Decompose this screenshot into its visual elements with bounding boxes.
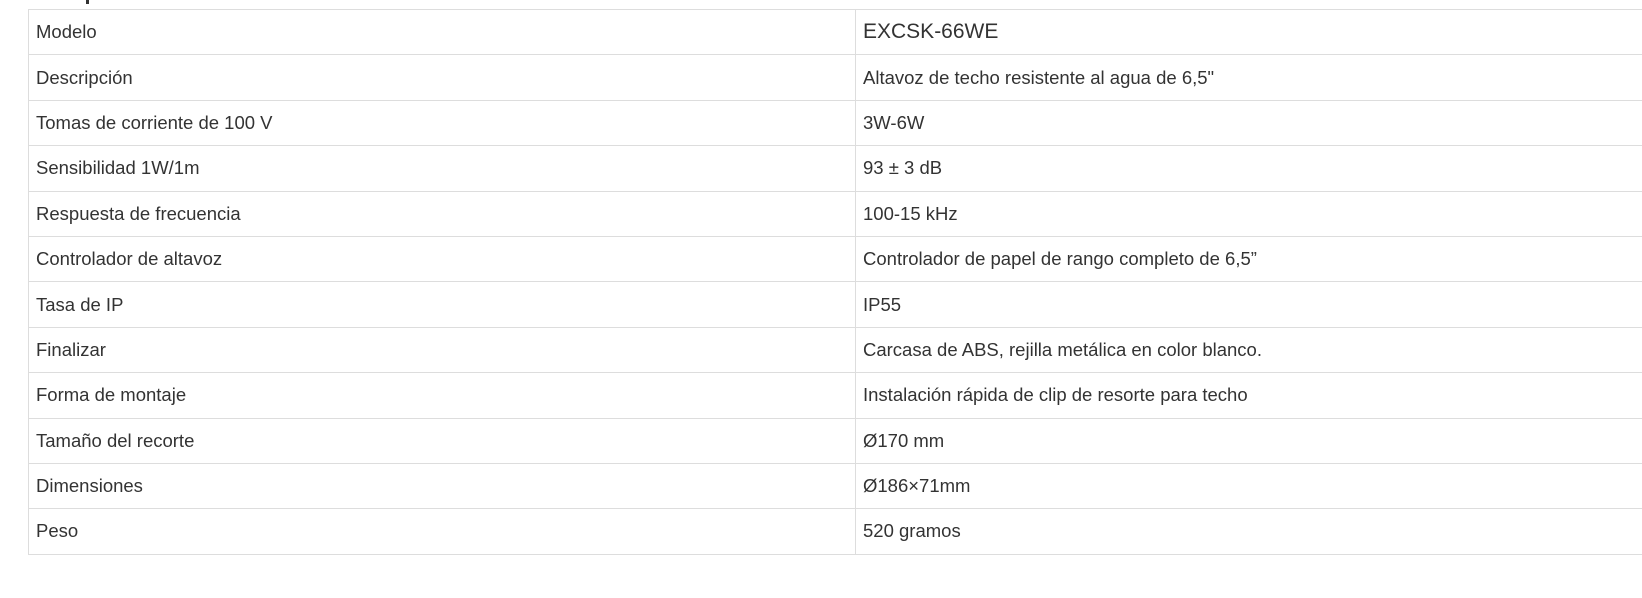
spec-value: EXCSK-66WE bbox=[855, 8, 1642, 56]
spec-row: Sensibilidad 1W/1m 93 ± 3 dB bbox=[28, 145, 1642, 192]
spec-row: Respuesta de frecuencia 100-15 kHz bbox=[28, 190, 1642, 237]
spec-row: Tamaño del recorte Ø170 mm bbox=[28, 417, 1642, 464]
cropped-heading-fragment bbox=[30, 0, 89, 4]
spec-label: Tamaño del recorte bbox=[28, 417, 856, 464]
spec-row: Dimensiones Ø186×71mm bbox=[28, 462, 1642, 510]
spec-value: 93 ± 3 dB bbox=[855, 145, 1642, 192]
spec-value: Controlador de papel de rango completo d… bbox=[855, 235, 1642, 283]
spec-row: Descripción Altavoz de techo resistente a… bbox=[28, 54, 1642, 101]
spec-value: Ø186×71mm bbox=[855, 462, 1642, 510]
spec-row: Tasa de IP IP55 bbox=[28, 281, 1642, 328]
spec-row: Finalizar Carcasa de ABS, rejilla metálic… bbox=[28, 326, 1642, 374]
spec-value: IP55 bbox=[855, 281, 1642, 328]
spec-label: Sensibilidad 1W/1m bbox=[28, 145, 856, 192]
spec-label: Peso bbox=[28, 508, 856, 555]
spec-label: Controlador de altavoz bbox=[28, 235, 856, 283]
spec-label: Descripción bbox=[28, 54, 856, 101]
spec-value: Altavoz de techo resistente al agua de 6… bbox=[855, 54, 1642, 101]
spec-label: Modelo bbox=[28, 8, 856, 56]
spec-row: Peso 520 gramos bbox=[28, 508, 1642, 555]
spec-label: Forma de montaje bbox=[28, 372, 856, 419]
spec-label: Tomas de corriente de 100 V bbox=[28, 99, 856, 147]
spec-value: Carcasa de ABS, rejilla metálica en colo… bbox=[855, 326, 1642, 374]
spec-table: Modelo EXCSK-66WE Descripción Altavoz de te… bbox=[28, 8, 1642, 555]
spec-label: Finalizar bbox=[28, 326, 856, 374]
spec-value: Instalación rápida de clip de resorte pa… bbox=[855, 372, 1642, 419]
spec-row: Forma de montaje Instalación rápida de cl… bbox=[28, 372, 1642, 419]
spec-row: Modelo EXCSK-66WE bbox=[28, 8, 1642, 56]
spec-value: 3W-6W bbox=[855, 99, 1642, 147]
spec-value: 100-15 kHz bbox=[855, 190, 1642, 237]
spec-row: Tomas de corriente de 100 V 3W-6W bbox=[28, 99, 1642, 147]
spec-row: Controlador de altavoz Controlador de pap… bbox=[28, 235, 1642, 283]
spec-label: Dimensiones bbox=[28, 462, 856, 510]
spec-label: Respuesta de frecuencia bbox=[28, 190, 856, 237]
spec-value: Ø170 mm bbox=[855, 417, 1642, 464]
spec-label: Tasa de IP bbox=[28, 281, 856, 328]
spec-value: 520 gramos bbox=[855, 508, 1642, 555]
